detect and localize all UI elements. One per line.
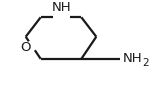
Text: 2: 2: [142, 58, 149, 68]
Text: O: O: [20, 41, 31, 54]
Text: NH: NH: [123, 52, 142, 65]
Text: NH: NH: [52, 1, 71, 14]
